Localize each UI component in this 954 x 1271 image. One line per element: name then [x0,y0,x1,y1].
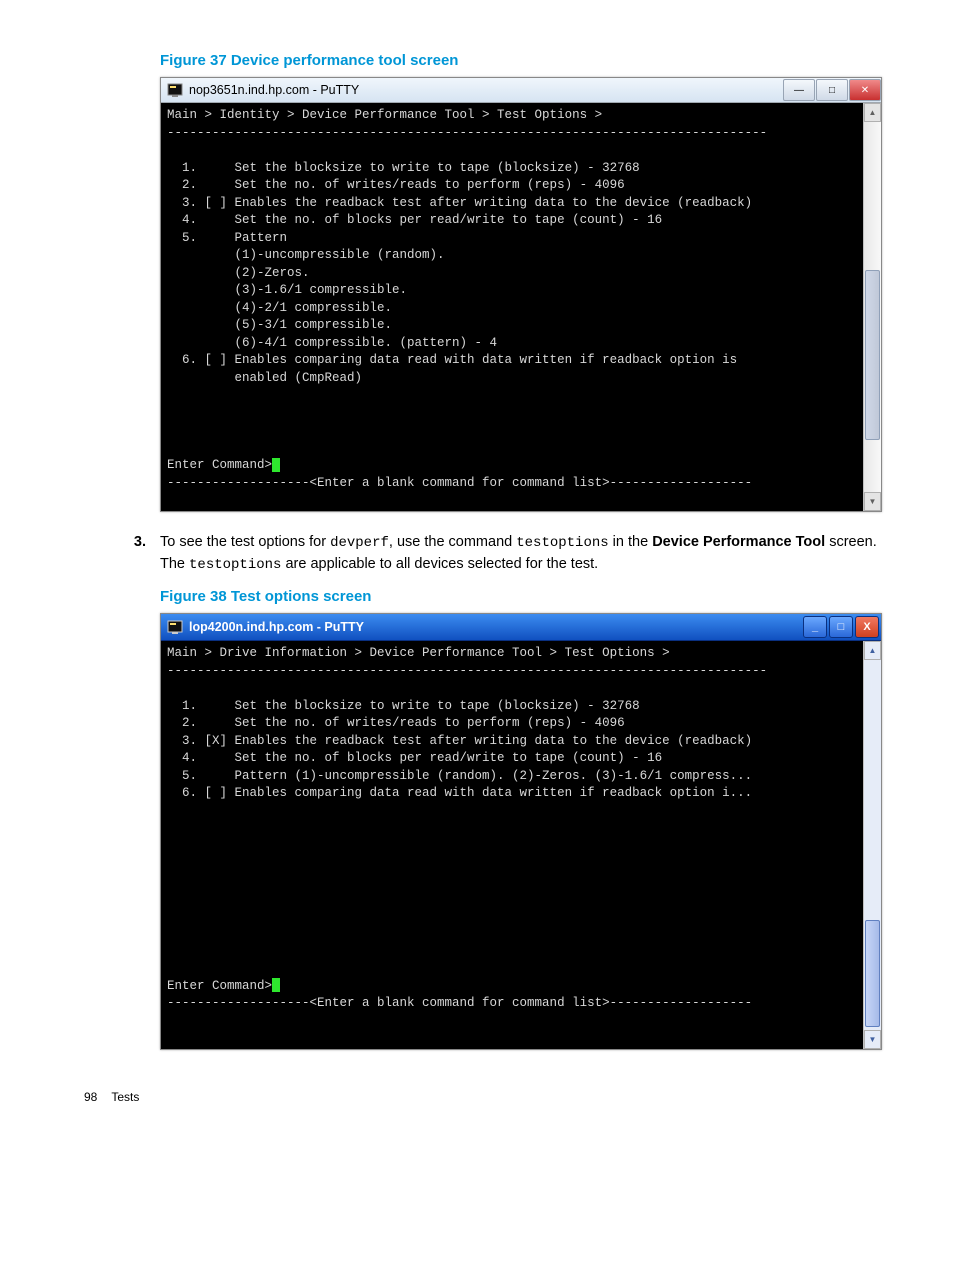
opt-line: 2. Set the no. of writes/reads to perfor… [167,716,625,730]
code: devperf [330,535,389,551]
putty-window-fig37: nop3651n.ind.hp.com - PuTTY — □ ✕ Main >… [160,77,882,512]
code: testoptions [189,557,281,573]
prompt: Enter Command> [167,458,272,472]
breadcrumb: Main > Identity > Device Performance Too… [167,108,602,122]
putty-window-fig38: lop4200n.ind.hp.com - PuTTY _ □ X Main >… [160,613,882,1050]
opt-line: 5. Pattern [167,231,287,245]
code: testoptions [516,535,608,551]
prompt: Enter Command> [167,979,272,993]
scrollbar[interactable]: ▲ ▼ [863,641,881,1049]
text: in the [609,534,653,550]
text: are applicable to all devices selected f… [281,556,598,572]
text: , use the command [389,534,516,550]
opt-line: (4)-2/1 compressible. [167,301,392,315]
putty-icon [167,82,183,98]
titlebar-fig38[interactable]: lop4200n.ind.hp.com - PuTTY _ □ X [161,614,881,641]
opt-line: (2)-Zeros. [167,266,310,280]
opt-line: (5)-3/1 compressible. [167,318,392,332]
opt-line: 2. Set the no. of writes/reads to perfor… [167,178,625,192]
opt-line: (6)-4/1 compressible. (pattern) - 4 [167,336,497,350]
bold: Device Performance Tool [652,534,825,550]
page-number: 98 [84,1090,97,1104]
opt-line: 6. [ ] Enables comparing data read with … [167,786,752,800]
scroll-thumb[interactable] [865,920,880,1027]
figure-37-caption: Figure 37 Device performance tool screen [160,52,894,69]
window-buttons: — □ ✕ [782,79,881,101]
hr: ----------------------------------------… [167,126,767,140]
hr: ----------------------------------------… [167,664,767,678]
hint: -------------------<Enter a blank comman… [167,996,752,1010]
opt-line: 1. Set the blocksize to write to tape (b… [167,161,640,175]
terminal-fig38[interactable]: Main > Drive Information > Device Perfor… [161,641,863,1049]
opt-line: enabled (CmpRead) [167,371,362,385]
scroll-down-icon[interactable]: ▼ [864,1030,881,1049]
list-number: 3. [122,532,160,554]
section-name: Tests [111,1090,139,1104]
opt-line: 3. [X] Enables the readback test after w… [167,734,752,748]
maximize-button[interactable]: □ [829,616,853,638]
opt-line: 3. [ ] Enables the readback test after w… [167,196,752,210]
page-footer: 98 Tests [84,1090,894,1104]
cursor [272,458,280,472]
window-title: lop4200n.ind.hp.com - PuTTY [189,620,364,634]
minimize-button[interactable]: — [783,79,815,101]
putty-icon [167,619,183,635]
opt-line: 4. Set the no. of blocks per read/write … [167,213,662,227]
close-button[interactable]: ✕ [849,79,881,101]
opt-line: (3)-1.6/1 compressible. [167,283,407,297]
breadcrumb: Main > Drive Information > Device Perfor… [167,646,670,660]
scroll-down-icon[interactable]: ▼ [864,492,881,511]
opt-line: 5. Pattern (1)-uncompressible (random). … [167,769,752,783]
cursor [272,978,280,992]
minimize-button[interactable]: _ [803,616,827,638]
text: To see the test options for [160,534,330,550]
step-3-text: 3.To see the test options for devperf, u… [160,532,880,576]
opt-line: 1. Set the blocksize to write to tape (b… [167,699,640,713]
close-button[interactable]: X [855,616,879,638]
opt-line: (1)-uncompressible (random). [167,248,445,262]
opt-line: 6. [ ] Enables comparing data read with … [167,353,737,367]
scrollbar[interactable]: ▲ ▼ [863,103,881,511]
scroll-thumb[interactable] [865,270,880,440]
window-title: nop3651n.ind.hp.com - PuTTY [189,83,359,97]
window-buttons: _ □ X [803,614,881,640]
hint: -------------------<Enter a blank comman… [167,476,752,490]
terminal-fig37[interactable]: Main > Identity > Device Performance Too… [161,103,863,511]
maximize-button[interactable]: □ [816,79,848,101]
titlebar-fig37[interactable]: nop3651n.ind.hp.com - PuTTY — □ ✕ [161,78,881,103]
opt-line: 4. Set the no. of blocks per read/write … [167,751,662,765]
figure-38-caption: Figure 38 Test options screen [160,588,894,605]
